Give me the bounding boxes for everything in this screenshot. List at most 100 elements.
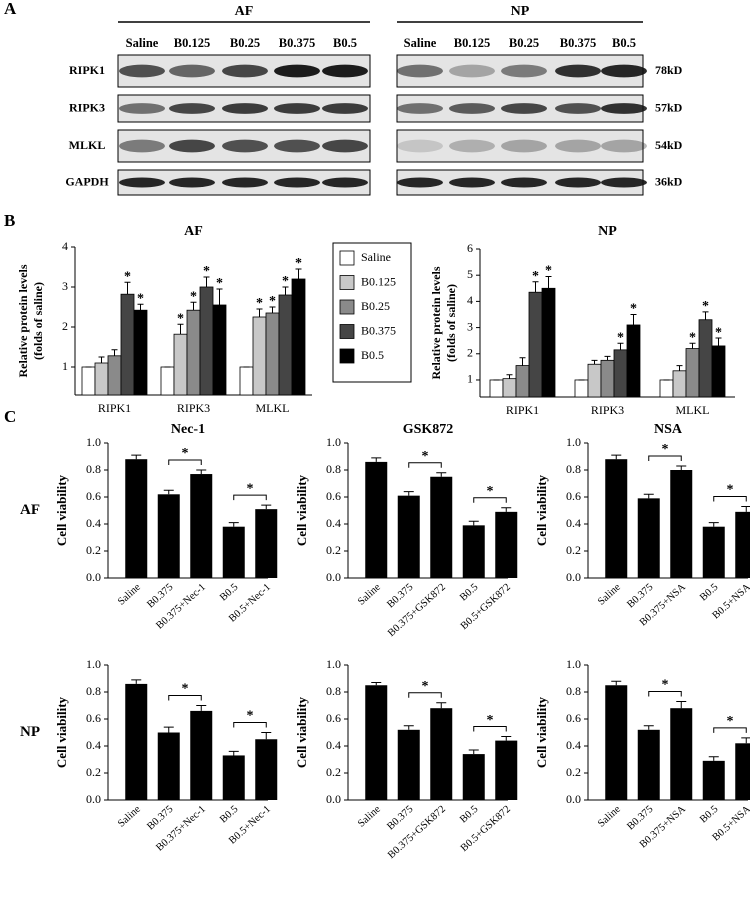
x-tick-label: B0.5 (698, 804, 720, 826)
blot-band (322, 177, 368, 188)
blot-band (274, 139, 320, 153)
y-tick-label: 0.0 (86, 792, 101, 806)
x-tick-label: B0.5 (218, 804, 240, 826)
error-bar (282, 286, 289, 295)
x-tick-label: MLKL (676, 403, 710, 417)
bracket (168, 459, 202, 465)
bar (587, 363, 602, 398)
lane-label: B0.375 (279, 36, 315, 50)
protein-label: GAPDH (65, 174, 109, 188)
significance: * (137, 291, 144, 306)
lane-label: B0.5 (612, 36, 636, 50)
blot-band (222, 64, 268, 78)
y-tick-label: 4 (62, 239, 68, 253)
bar (397, 729, 420, 800)
bar (574, 379, 589, 398)
y-tick-label: 3 (62, 279, 68, 293)
error-bar (261, 504, 272, 510)
significance: * (487, 484, 494, 499)
y-tick-label: 0.8 (86, 462, 101, 476)
blot-band (501, 103, 547, 114)
x-tick-label: Saline (596, 582, 623, 608)
y-tick-label: 3 (467, 319, 473, 333)
y-tick-label: 0.8 (566, 462, 581, 476)
error-bar (741, 505, 750, 512)
legend-swatch (339, 324, 355, 339)
y-tick-label: 0.6 (86, 711, 101, 725)
legend-swatch (339, 348, 355, 364)
error-bar (468, 749, 479, 755)
y-tick-label: 0.2 (326, 543, 341, 557)
bar (672, 370, 687, 398)
significance: * (727, 483, 734, 498)
blot-group: AF (235, 4, 254, 19)
legend-swatch (339, 275, 355, 290)
y-tick-label: 1.0 (86, 435, 101, 449)
y-axis-label: (folds of saline) (31, 282, 45, 360)
error-bar (261, 732, 272, 740)
error-bar (741, 737, 750, 744)
bar (120, 293, 135, 396)
row-label: AF (20, 502, 40, 518)
blot-band (501, 177, 547, 188)
error-bar (203, 276, 210, 287)
bar (107, 355, 122, 396)
significance: * (177, 311, 184, 326)
bar (670, 708, 693, 800)
bar (659, 379, 674, 398)
y-axis-label: Cell viability (534, 474, 549, 546)
blot-band (169, 64, 215, 78)
error-bar (131, 679, 142, 684)
bar (735, 743, 750, 800)
bar (199, 286, 214, 396)
error-bar (131, 454, 142, 460)
y-axis-label: Cell viability (534, 696, 549, 768)
bar (711, 345, 726, 398)
chart-title: NP (598, 224, 617, 239)
lane-label: Saline (404, 36, 437, 50)
y-tick-label: 0.4 (566, 516, 581, 530)
significance: * (422, 449, 429, 464)
blot-band (322, 64, 368, 78)
bracket (473, 497, 507, 503)
blot-band (397, 139, 443, 153)
bar (637, 729, 660, 800)
size-label: 57kD (655, 100, 683, 114)
x-tick-label: MLKL (256, 401, 290, 415)
error-bar (591, 359, 598, 365)
blot-band (222, 103, 268, 114)
error-bar (228, 750, 239, 756)
error-bar (403, 491, 414, 496)
blot-band (322, 103, 368, 114)
error-bar (715, 337, 722, 346)
blot-band (555, 177, 601, 188)
bar (365, 685, 388, 800)
error-bar (163, 726, 174, 733)
y-tick-label: 0.4 (86, 738, 101, 752)
x-tick-label: B0.375+GSK872 (386, 582, 448, 639)
error-bar (611, 454, 622, 460)
significance: * (269, 294, 276, 309)
y-tick-label: 0.4 (86, 516, 101, 530)
bar (735, 511, 750, 578)
blot-band (501, 64, 547, 78)
protein-label: RIPK3 (69, 100, 105, 114)
error-bar (371, 457, 382, 462)
size-label: 54kD (655, 138, 683, 152)
significance: * (532, 269, 539, 284)
error-bar (137, 303, 144, 311)
y-axis-label: Cell viability (54, 696, 69, 768)
y-tick-label: 5 (467, 267, 473, 281)
bar (252, 316, 267, 396)
significance: * (422, 679, 429, 694)
significance: * (715, 325, 722, 340)
error-bar (519, 357, 526, 366)
blot-band (555, 139, 601, 153)
legend-swatch (339, 299, 355, 315)
blot-box (396, 129, 644, 163)
blot-band (397, 64, 443, 78)
blot-band (449, 177, 495, 188)
y-tick-label: 0.8 (566, 684, 581, 698)
bar (173, 333, 188, 396)
lane-label: B0.125 (454, 36, 490, 50)
